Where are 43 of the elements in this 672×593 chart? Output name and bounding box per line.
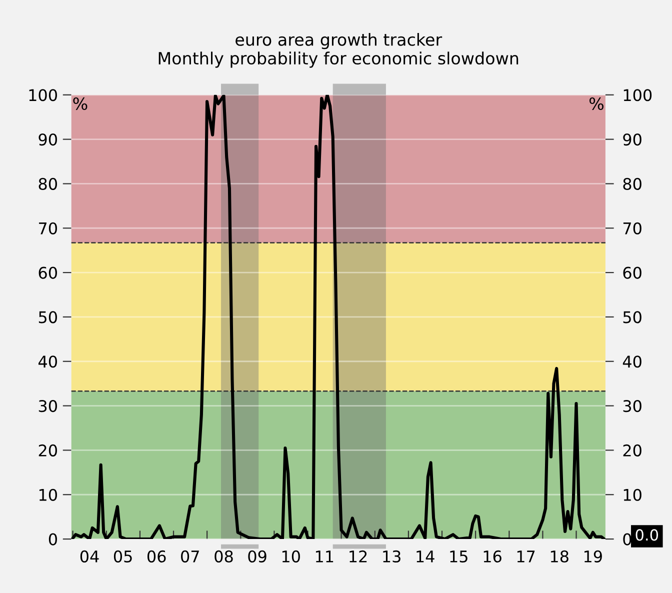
x-tick-label: 12 (350, 550, 367, 562)
y-tick-label: 0 (48, 533, 57, 546)
y2-tick-label: 50 (623, 311, 642, 324)
y2-tick-label: 20 (623, 444, 642, 456)
line-series (71, 94, 606, 540)
x-tick-label: 16 (484, 550, 502, 563)
chart-title: euro area growth tracker Monthly probability for economic slowdown (158, 32, 518, 68)
x-tick-label: 09 (248, 550, 266, 563)
y2-tick-label: 30 (623, 400, 642, 412)
x-tick-label: 14 (416, 550, 434, 562)
y2-tick-label: 70 (623, 222, 642, 234)
y-tick-label: 20 (38, 444, 57, 456)
y-tick-label: 50 (38, 311, 57, 324)
x-tick-label: 05 (114, 550, 132, 563)
y-tick-label: 100 (29, 89, 57, 102)
y-axis-title: % (73, 97, 88, 110)
x-tick-label: 10 (282, 550, 300, 563)
x-tick-label: 08 (214, 550, 233, 563)
x-tick-label: 06 (147, 550, 166, 563)
y-tick-label: 80 (38, 178, 57, 190)
y2-axis-title: % (589, 97, 604, 110)
y2-tick-label: 80 (623, 178, 642, 190)
y-tick-label: 70 (39, 222, 57, 234)
y2-tick-label: 60 (623, 266, 642, 279)
x-tick-label: 15 (450, 550, 468, 563)
y2-tick-label: 90 (623, 134, 642, 146)
x-tick-label: 17 (517, 550, 535, 562)
annotation: 0.0 (636, 529, 658, 541)
x-tick-label: 04 (80, 550, 99, 563)
y-tick-label: 90 (38, 134, 57, 146)
x-tick-label: 13 (383, 550, 400, 563)
x-tick-label: 18 (550, 550, 568, 563)
y-tick-label: 60 (38, 266, 57, 279)
x-tick-label: 11 (316, 550, 334, 562)
y-tick-label: 30 (38, 400, 57, 412)
y2-tick-label: 0 (623, 533, 632, 546)
y-tick-label: 40 (38, 356, 57, 368)
y2-tick-label: 10 (624, 488, 642, 501)
x-tick-label: 07 (181, 550, 199, 563)
y2-tick-label: 40 (622, 356, 642, 368)
x-tick-label: 19 (584, 550, 602, 563)
y-tick-label: 10 (39, 488, 57, 501)
y2-tick-label: 100 (624, 89, 652, 102)
